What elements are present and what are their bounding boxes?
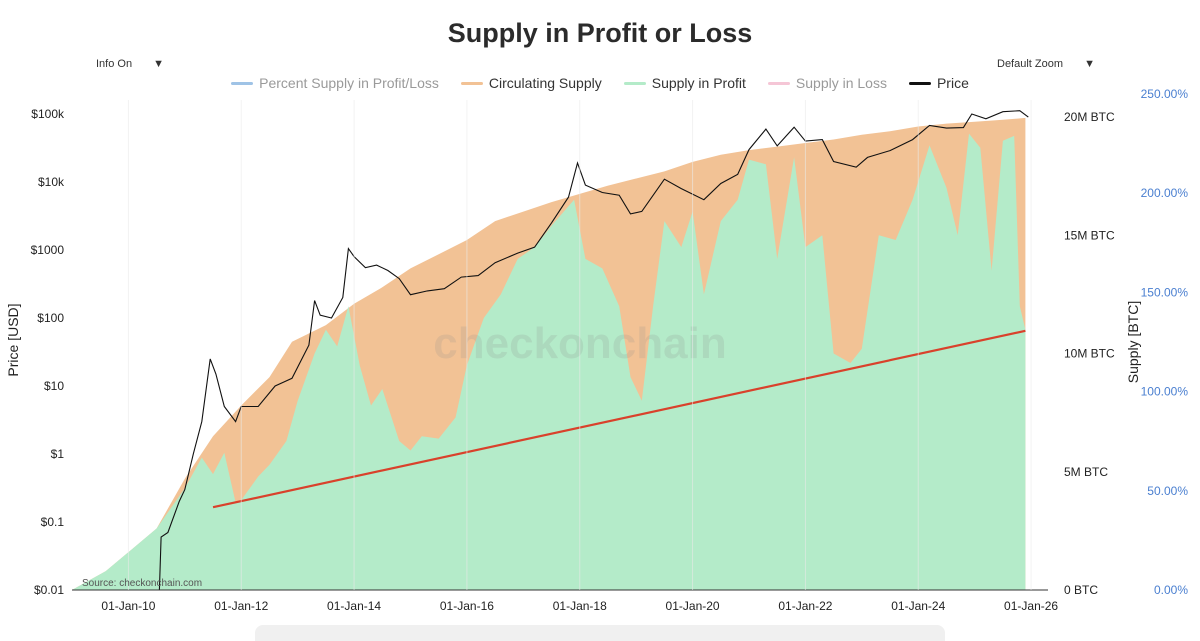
x-tick-label: 01-Jan-14 (327, 599, 381, 613)
legend-swatch (908, 81, 931, 85)
legend-label: Percent Supply in Profit/Loss (259, 75, 439, 91)
price-axis-title: Price [USD] (5, 303, 21, 376)
source-label: Source: checkonchain.com (82, 578, 202, 589)
legend-label: Supply in Loss (795, 75, 887, 91)
price-tick-label: $1 (51, 447, 65, 461)
legend-swatch (231, 81, 254, 85)
price-tick-label: $100 (37, 311, 64, 325)
x-tick-label: 01-Jan-12 (214, 599, 268, 613)
axes-layer: 01-Jan-10 01-Jan-12 01-Jan-14 01-Jan-16 01-J… (5, 87, 1188, 613)
legend-swatch (623, 81, 646, 85)
chart-title: Supply in Profit or Loss (447, 18, 753, 48)
legend-label: Price (936, 75, 969, 91)
price-tick-label: $0.01 (34, 583, 64, 597)
chart-legend: Percent Supply in Profit/Loss Circulatin… (0, 75, 1200, 91)
price-tick-label: $1000 (31, 243, 65, 257)
price-tick-label: $100k (31, 107, 65, 121)
x-tick-label: 01-Jan-18 (553, 599, 607, 613)
price-tick-label: $0.1 (41, 515, 65, 529)
scrollbar-handle[interactable] (255, 625, 945, 641)
info-dropdown[interactable]: Info On ▼ (96, 58, 164, 70)
zoom-dropdown[interactable]: Default Zoom ▼ (997, 58, 1095, 70)
legend-label: Circulating Supply (488, 75, 602, 91)
legend-label: Supply in Profit (651, 75, 746, 91)
x-tick-label: 01-Jan-24 (891, 599, 945, 613)
x-tick-label: 01-Jan-16 (440, 599, 494, 613)
supply-in-profit-area (72, 133, 1026, 590)
price-tick-label: $10k (38, 175, 65, 189)
legend-item-circulating-supply[interactable]: Circulating Supply (460, 75, 602, 91)
x-tick-label: 01-Jan-10 (101, 599, 155, 613)
price-line (158, 110, 1029, 591)
x-tick-label: 01-Jan-22 (778, 599, 832, 613)
percent-tick-label: 250.00% (1141, 87, 1189, 101)
percent-tick-label: 150.00% (1141, 285, 1189, 299)
chevron-down-icon: ▼ (1084, 58, 1095, 70)
supply-tick-label: 10M BTC (1064, 347, 1115, 361)
x-tick-label: 01-Jan-26 (1004, 599, 1058, 613)
legend-item-percent-supply[interactable]: Percent Supply in Profit/Loss (231, 75, 439, 91)
zoom-dropdown-label: Default Zoom (997, 58, 1064, 70)
info-dropdown-label: Info On (96, 58, 133, 70)
legend-swatch (460, 81, 483, 85)
area-layer (72, 117, 1026, 591)
legend-item-supply-in-profit[interactable]: Supply in Profit (623, 75, 746, 91)
legend-item-price[interactable]: Price (908, 75, 969, 91)
price-tick-label: $10 (44, 379, 64, 393)
supply-tick-label: 15M BTC (1064, 228, 1115, 242)
percent-tick-label: 50.00% (1147, 484, 1188, 498)
supply-axis-title: Supply [BTC] (1125, 301, 1141, 383)
supply-tick-label: 20M BTC (1064, 110, 1115, 124)
percent-tick-label: 200.00% (1141, 186, 1189, 200)
supply-tick-label: 0 BTC (1064, 583, 1098, 597)
percent-tick-label: 0.00% (1154, 583, 1188, 597)
legend-item-supply-in-loss[interactable]: Supply in Loss (767, 75, 887, 91)
percent-tick-label: 100.00% (1141, 385, 1189, 399)
line-layer (158, 110, 1029, 591)
trendline (212, 329, 1026, 509)
legend-swatch (767, 81, 790, 85)
x-tick-label: 01-Jan-20 (666, 599, 720, 613)
chevron-down-icon: ▼ (153, 58, 165, 70)
supply-tick-label: 5M BTC (1064, 465, 1108, 479)
